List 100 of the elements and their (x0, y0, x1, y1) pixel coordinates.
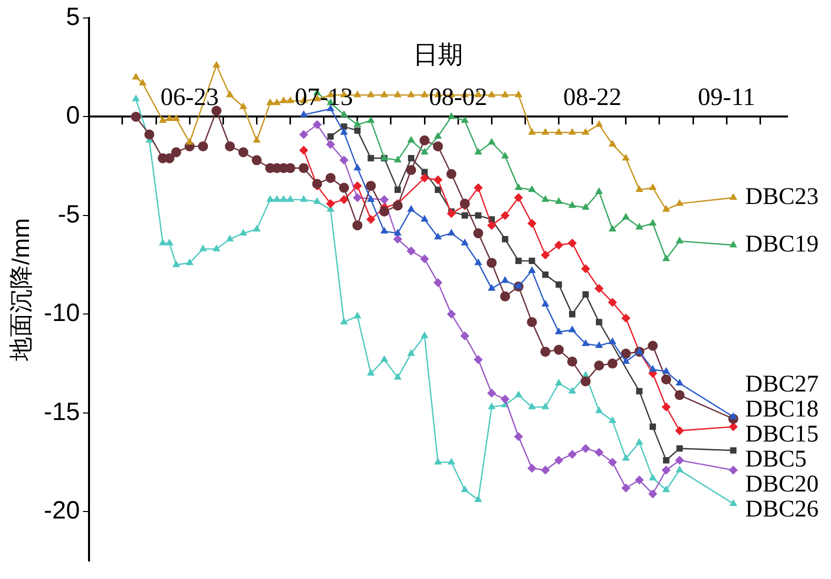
point (433, 175, 442, 184)
point (621, 314, 630, 323)
y-tick-label: 5 (66, 2, 80, 31)
point (394, 228, 402, 236)
point (226, 90, 234, 98)
point (730, 447, 736, 454)
point (406, 246, 416, 256)
point (514, 282, 522, 289)
y-axis-title: 地面沉降/mm (8, 218, 36, 362)
point (474, 495, 482, 502)
point (568, 450, 577, 459)
point (608, 298, 617, 307)
point (380, 355, 388, 362)
point (138, 78, 147, 86)
series-label: DBC20 (745, 472, 819, 498)
point (541, 300, 550, 307)
point (366, 180, 376, 191)
point (166, 114, 174, 121)
point (158, 238, 167, 246)
point (554, 378, 563, 386)
point (580, 376, 591, 386)
point (648, 340, 658, 351)
point (663, 457, 670, 464)
point (661, 374, 672, 384)
point (622, 454, 630, 461)
y-tick-label: -20 (44, 496, 80, 525)
point (394, 372, 402, 380)
point (354, 120, 362, 127)
point (596, 318, 602, 326)
point (239, 102, 248, 110)
point (394, 90, 402, 98)
point (729, 412, 738, 420)
point (239, 228, 248, 236)
point (212, 60, 220, 68)
point (171, 147, 182, 158)
point (662, 366, 670, 374)
point (676, 378, 684, 386)
point (650, 424, 656, 430)
series-label: DBC27 (745, 372, 819, 398)
point (299, 130, 308, 139)
point (554, 456, 564, 465)
point (515, 258, 522, 264)
point (514, 390, 522, 398)
point (266, 195, 274, 202)
point (312, 120, 322, 130)
point (434, 458, 442, 465)
point (434, 186, 442, 193)
point (581, 444, 590, 453)
point (339, 195, 348, 204)
point (541, 402, 550, 410)
point (186, 138, 194, 145)
point (158, 116, 167, 123)
point (446, 310, 456, 319)
point (172, 114, 180, 121)
point (300, 110, 308, 118)
point (502, 236, 508, 242)
point (340, 110, 348, 118)
point (366, 90, 375, 98)
point (514, 432, 524, 442)
point (607, 358, 618, 369)
point (568, 325, 576, 332)
point (462, 212, 468, 219)
point (648, 183, 657, 190)
x-axis-title: 日期 (412, 41, 463, 70)
point (312, 178, 322, 189)
x-tick-label: 08-22 (563, 84, 622, 111)
point (447, 228, 456, 236)
point (226, 234, 234, 242)
point (379, 206, 390, 217)
point (568, 201, 576, 208)
series-label: DBC18 (745, 396, 819, 423)
point (352, 220, 362, 230)
point (199, 244, 207, 252)
point (662, 485, 670, 492)
point (582, 203, 590, 210)
point (622, 212, 630, 220)
point (514, 183, 522, 190)
point (327, 133, 334, 140)
point (674, 390, 685, 400)
point (380, 195, 389, 204)
point (447, 458, 456, 465)
point (540, 466, 550, 475)
point (581, 264, 590, 274)
point (447, 112, 456, 119)
point (501, 152, 509, 158)
point (676, 466, 684, 472)
point (394, 156, 402, 162)
point (527, 218, 536, 228)
point (554, 327, 563, 334)
point (434, 132, 442, 139)
y-tick-label: -10 (44, 299, 80, 328)
point (420, 173, 430, 182)
point (729, 193, 738, 200)
point (446, 168, 456, 179)
point (420, 90, 428, 98)
point (488, 402, 496, 410)
point (420, 135, 430, 146)
point (474, 148, 482, 155)
point (460, 485, 469, 492)
point (634, 476, 644, 485)
